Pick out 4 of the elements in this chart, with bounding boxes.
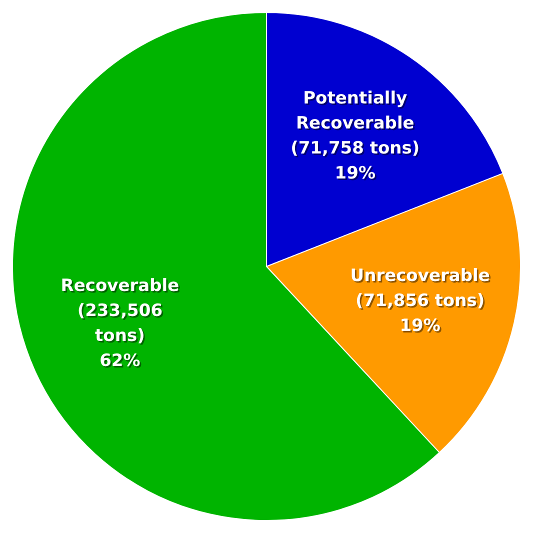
data-label: (71,856 tons) 19% bbox=[356, 290, 485, 338]
data-label: (71,758 tons) 19% bbox=[290, 138, 420, 185]
text: (233,506 tons) 62% bbox=[77, 301, 163, 372]
slice-label: Potentially Recoverable bbox=[297, 88, 416, 135]
